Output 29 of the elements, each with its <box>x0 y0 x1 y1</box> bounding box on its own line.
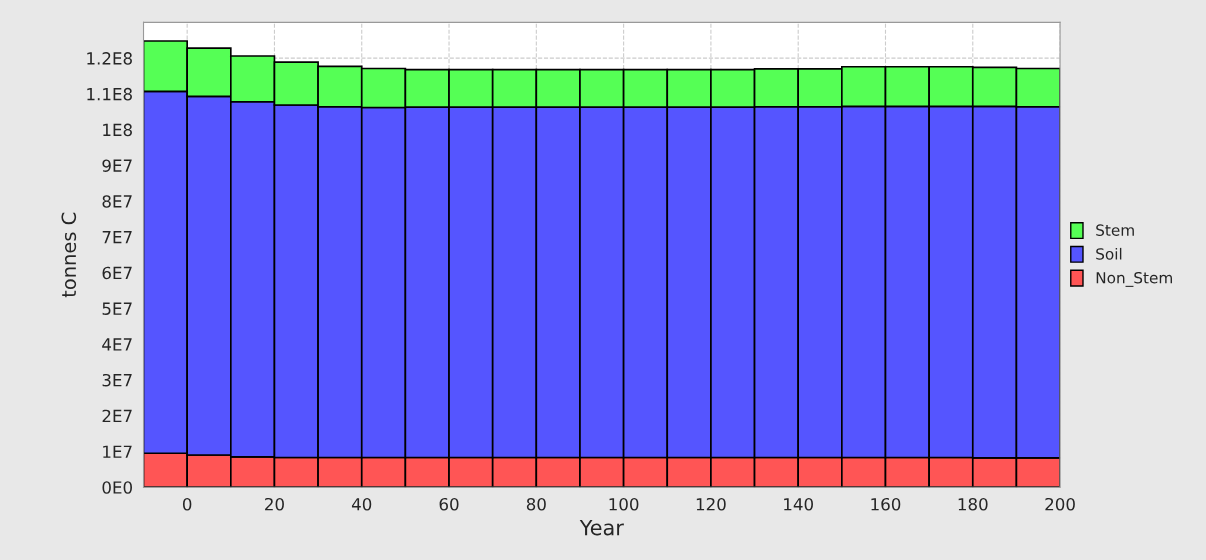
legend-label: Soil <box>1096 247 1122 260</box>
y-tick-label: 1.1E8 <box>87 87 132 101</box>
x-tick-label: 180 <box>958 497 988 511</box>
x-tick-label: 80 <box>526 497 546 511</box>
legend-label: Non_Stem <box>1096 271 1172 287</box>
x-tick-label: 120 <box>696 497 726 511</box>
y-tick-label: 9E7 <box>102 159 132 172</box>
x-tick-label: 100 <box>609 497 639 511</box>
x-tick-label: 140 <box>784 497 813 511</box>
y-axis-title: tonnes C <box>61 212 77 298</box>
legend-label: Stem <box>1096 224 1134 236</box>
y-tick-label: 1E7 <box>103 445 132 458</box>
y-tick-label: 2E7 <box>102 409 132 423</box>
y-tick-label: 3E7 <box>102 373 132 387</box>
y-tick-label: 7E7 <box>102 231 132 244</box>
x-tick-label: 60 <box>439 497 459 511</box>
x-tick-label: 160 <box>871 497 901 511</box>
y-tick-label: 8E7 <box>102 195 132 208</box>
x-tick-label: 0 <box>182 497 192 511</box>
x-tick-label: 20 <box>265 497 284 511</box>
y-tick-label: 1.2E8 <box>87 52 132 65</box>
y-tick-label: 0E0 <box>102 481 132 494</box>
x-tick-label: 40 <box>351 497 372 511</box>
x-tick-label: 200 <box>1045 497 1075 511</box>
y-tick-label: 5E7 <box>102 302 132 315</box>
y-tick-label: 6E7 <box>102 266 132 280</box>
y-tick-label: 4E7 <box>102 338 132 351</box>
y-tick-label: 1E8 <box>103 123 132 137</box>
x-axis-title: Year <box>579 519 624 536</box>
